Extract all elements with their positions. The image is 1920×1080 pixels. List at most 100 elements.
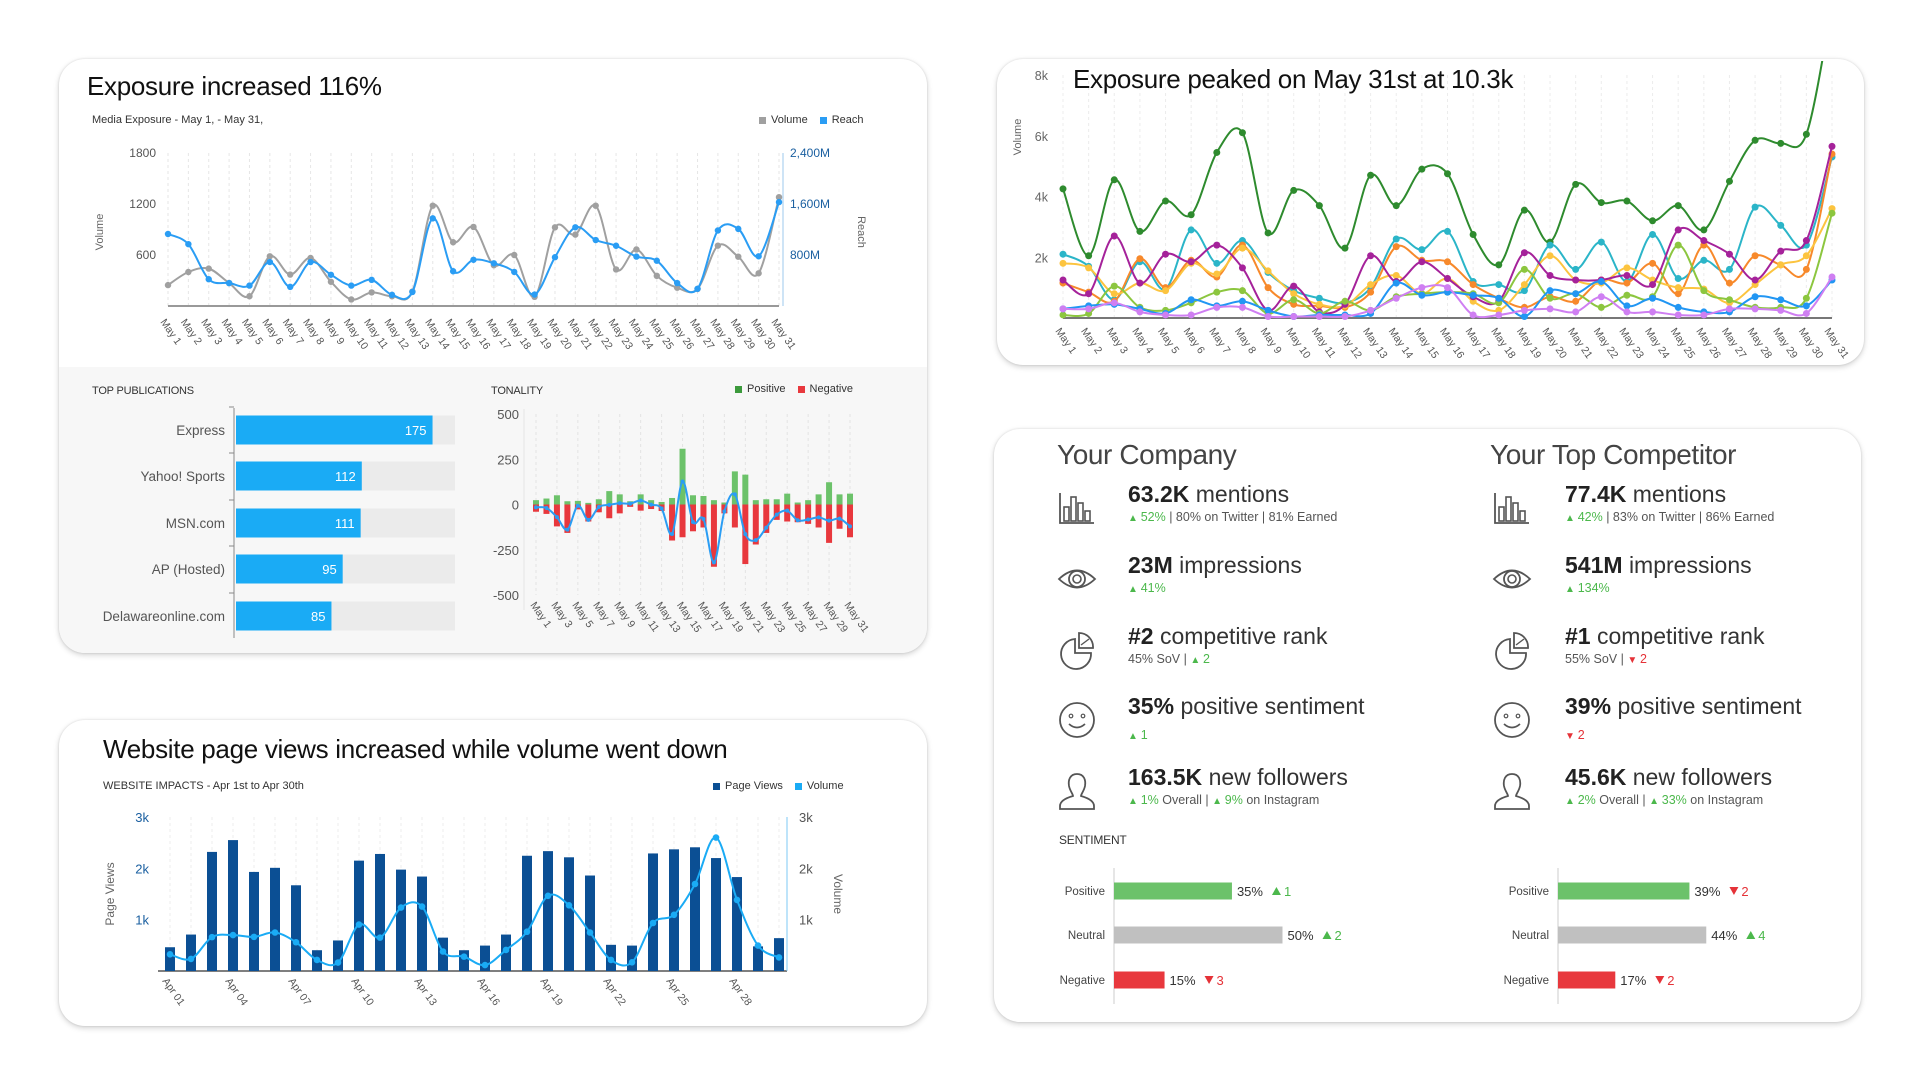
data-point-reach	[775, 198, 783, 206]
x-tick-label: May 5	[239, 317, 265, 347]
page-views-bar[interactable]	[396, 869, 406, 971]
legend-page-views[interactable]: Page Views	[713, 780, 783, 792]
data-point-series-4	[1238, 244, 1246, 252]
metric-detail-segment: on Instagram	[1246, 793, 1320, 807]
metric-detail-segment: 9%	[1224, 793, 1243, 807]
legend-volume[interactable]: Volume	[759, 114, 808, 126]
page-views-bar[interactable]	[249, 871, 259, 971]
data-point-series-1	[1829, 2, 1836, 9]
page-views-bar[interactable]	[774, 938, 784, 971]
series-line-2	[1062, 156, 1833, 305]
page-views-bar[interactable]	[459, 950, 469, 971]
data-point-series-8	[1085, 305, 1093, 313]
page-views-bar[interactable]	[753, 946, 763, 971]
page-views-bar[interactable]	[690, 847, 700, 971]
metric-detail-segment: 42%	[1577, 510, 1603, 524]
page-views-bar[interactable]	[501, 934, 511, 971]
data-point-volume	[185, 268, 192, 276]
volume-point	[691, 880, 699, 888]
legend-reach[interactable]: Reach	[819, 114, 864, 126]
data-point-series-5	[1418, 258, 1426, 266]
data-point-series-7	[1649, 294, 1657, 302]
y-tick-label: 1800	[129, 146, 156, 160]
y2-tick-label: 2,400M	[790, 146, 830, 160]
page-views-bar[interactable]	[669, 849, 679, 971]
page-views-bar[interactable]	[165, 947, 175, 971]
page-views-bar[interactable]	[585, 875, 595, 971]
data-point-series-4	[1751, 281, 1759, 289]
x-tick-label: May 27	[1719, 326, 1749, 361]
sentiment-bar-positive[interactable]	[1114, 882, 1232, 900]
x-tick-label: May 17	[1463, 326, 1493, 361]
page-views-bar[interactable]	[417, 876, 427, 971]
data-point-series-4	[1162, 287, 1170, 295]
metric-value: #1	[1565, 623, 1591, 649]
legend-positive[interactable]: Positive	[735, 383, 786, 395]
page-views-bar[interactable]	[480, 945, 490, 971]
data-point-series-3	[1444, 258, 1451, 266]
volume-point	[586, 929, 594, 936]
data-point-series-3	[1649, 259, 1657, 267]
sentiment-bar-neutral[interactable]	[1558, 926, 1707, 944]
sentiment-bar-neutral[interactable]	[1114, 926, 1283, 944]
data-point-series-3	[1751, 252, 1759, 260]
data-point-series-8	[1828, 273, 1836, 281]
data-point-reach	[735, 225, 742, 233]
data-point-reach	[653, 257, 660, 264]
page-views-bar[interactable]	[207, 851, 217, 971]
sentiment-bar-negative[interactable]	[1114, 971, 1165, 989]
data-point-series-7	[1315, 311, 1323, 319]
page-views-bar[interactable]	[291, 885, 301, 971]
page-views-bar[interactable]	[312, 950, 322, 971]
data-point-series-5	[1572, 276, 1580, 284]
x-tick-label: May 9	[1258, 326, 1284, 356]
page-views-bar[interactable]	[186, 934, 196, 971]
data-point-series-1	[1649, 217, 1657, 225]
page-views-bar[interactable]	[333, 940, 343, 971]
volume-point	[292, 938, 300, 946]
sentiment-bar-negative[interactable]	[1558, 971, 1616, 989]
page-views-bar[interactable]	[228, 840, 238, 971]
page-views-bar[interactable]	[606, 944, 616, 971]
series-line-reach	[167, 201, 780, 301]
x-tick-label: Apr 13	[412, 976, 440, 1008]
data-point-series-4	[1700, 285, 1708, 293]
data-point-series-1	[1341, 244, 1349, 252]
page-views-bar[interactable]	[522, 855, 532, 971]
data-point-series-7	[1136, 305, 1144, 313]
sentiment-bar-positive[interactable]	[1558, 882, 1690, 900]
metric-detail-segment: 2	[1577, 728, 1585, 742]
data-point-series-3	[1802, 265, 1810, 273]
page-views-bar[interactable]	[711, 858, 721, 971]
data-point-series-8	[1469, 311, 1477, 319]
data-point-reach	[551, 254, 559, 261]
sentiment-change: 4	[1758, 928, 1765, 943]
page-views-bar[interactable]	[648, 853, 658, 971]
metric-detail-segment: Overall |	[1599, 793, 1646, 807]
data-point-series-6	[1725, 296, 1733, 304]
x-tick-label: May 17	[483, 317, 513, 352]
page-views-bar[interactable]	[543, 851, 553, 971]
x-tick-label: May 15	[443, 317, 473, 352]
data-point-series-7	[1700, 308, 1708, 316]
legend-reach-label: Reach	[831, 114, 864, 126]
arrow-down-icon: ▼	[1627, 655, 1641, 666]
series-line-5	[1062, 146, 1833, 315]
sentiment-value: 15%	[1170, 973, 1196, 988]
page-views-bar[interactable]	[354, 860, 364, 971]
page-views-bar[interactable]	[732, 877, 742, 971]
legend-volume[interactable]: Volume	[794, 780, 844, 792]
page-views-bar[interactable]	[627, 945, 637, 971]
arrow-up-icon: ▲	[1565, 513, 1578, 524]
data-point-series-2	[1751, 203, 1759, 211]
metric-detail-segment: 2	[1203, 652, 1210, 666]
arrow-up-icon: ▲	[1212, 796, 1225, 807]
page-views-bar[interactable]	[438, 937, 448, 971]
data-point-series-6	[1315, 309, 1323, 317]
page-views-bar[interactable]	[564, 857, 574, 971]
page-views-bar[interactable]	[375, 853, 385, 971]
page-views-bar[interactable]	[270, 867, 280, 971]
data-point-series-6	[1392, 293, 1400, 301]
x-tick-label: Apr 01	[160, 976, 188, 1008]
legend-negative[interactable]: Negative	[797, 383, 853, 395]
